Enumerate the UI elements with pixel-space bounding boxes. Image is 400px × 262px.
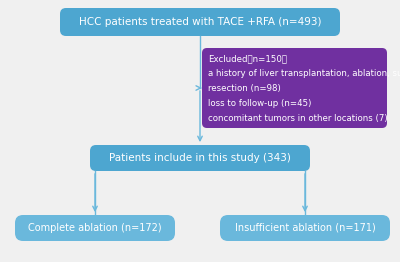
Text: a history of liver transplantation, ablation, surgical: a history of liver transplantation, abla… xyxy=(208,69,400,78)
FancyBboxPatch shape xyxy=(220,215,390,241)
FancyBboxPatch shape xyxy=(90,145,310,171)
Text: loss to follow-up (n=45): loss to follow-up (n=45) xyxy=(208,99,311,108)
FancyBboxPatch shape xyxy=(202,48,387,128)
FancyBboxPatch shape xyxy=(60,8,340,36)
Text: HCC patients treated with TACE +RFA (n=493): HCC patients treated with TACE +RFA (n=4… xyxy=(79,17,321,27)
Text: Complete ablation (n=172): Complete ablation (n=172) xyxy=(28,223,162,233)
Text: Patients include in this study (343): Patients include in this study (343) xyxy=(109,153,291,163)
Text: resection (n=98): resection (n=98) xyxy=(208,84,281,93)
Text: Excluded（n=150）: Excluded（n=150） xyxy=(208,54,287,63)
Text: Insufficient ablation (n=171): Insufficient ablation (n=171) xyxy=(235,223,375,233)
FancyBboxPatch shape xyxy=(15,215,175,241)
Text: concomitant tumors in other locations (7): concomitant tumors in other locations (7… xyxy=(208,114,388,123)
